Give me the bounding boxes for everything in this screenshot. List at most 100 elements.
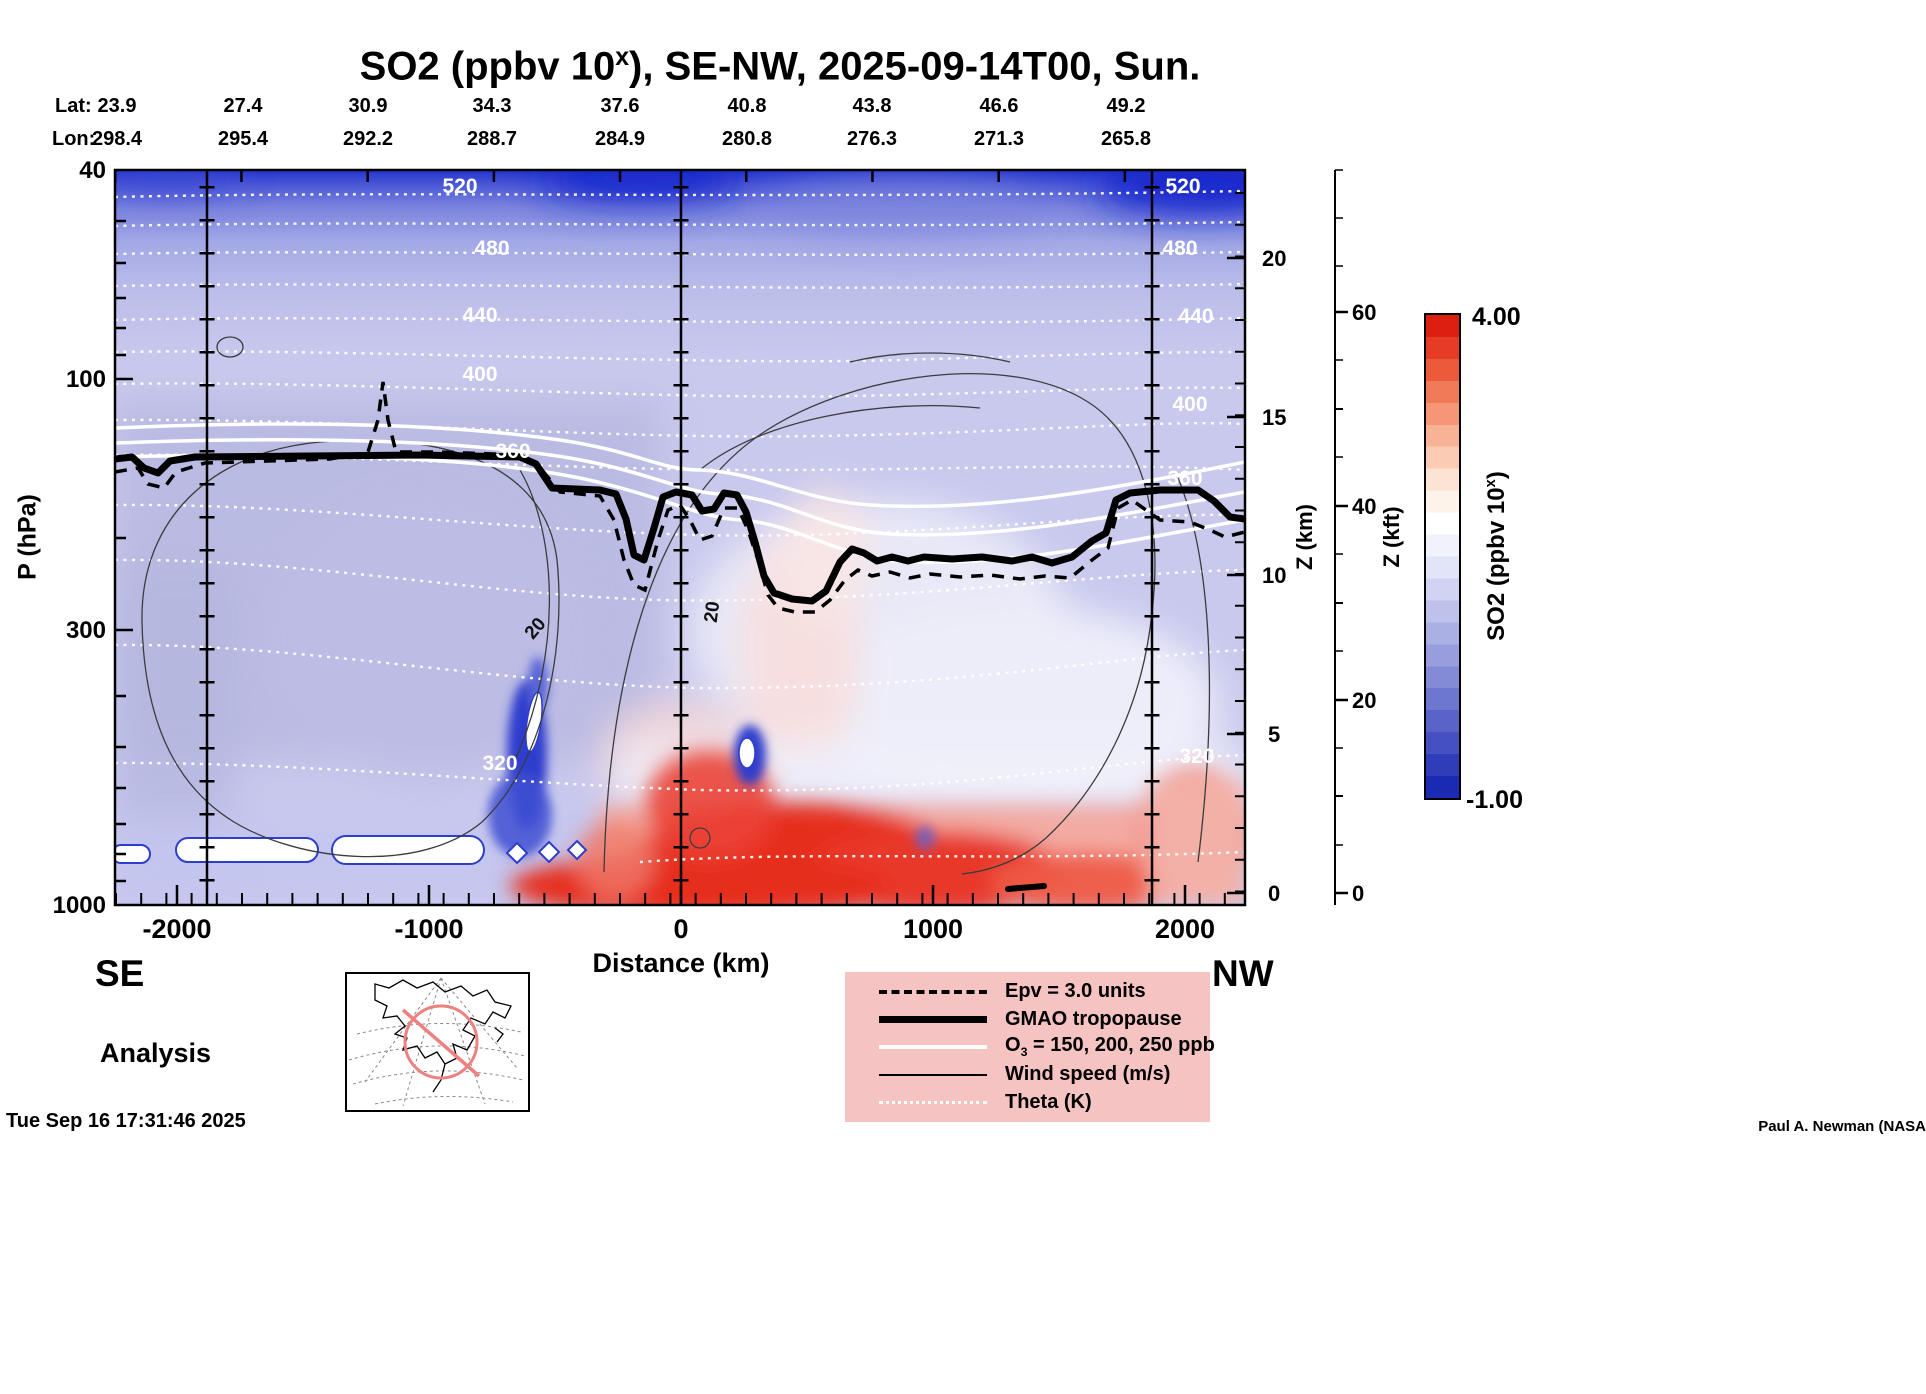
x-tick: 1000 xyxy=(902,914,964,944)
pressure-tick-40: 40 xyxy=(79,157,106,184)
legend-label-epv: Epv = 3.0 units xyxy=(1005,980,1146,1003)
waypoint-lines xyxy=(199,170,1160,905)
map-graticule xyxy=(348,977,526,1107)
map-coastline xyxy=(374,979,512,1093)
lon-value: 280.8 xyxy=(721,128,773,150)
km-axis-label: Z (km) xyxy=(1292,504,1317,570)
km-tick: 0 xyxy=(1268,881,1281,906)
kft-tick: 20 xyxy=(1352,688,1377,713)
colorbar xyxy=(1424,313,1461,800)
corner-label-se: SE xyxy=(95,953,145,994)
lon-value: 276.3 xyxy=(846,128,898,150)
lon-row-label: Lon: xyxy=(52,128,96,150)
lat-value: 34.3 xyxy=(472,95,512,117)
x-tick: -1000 xyxy=(394,914,464,944)
lat-value: 43.8 xyxy=(852,95,892,117)
lat-value: 46.6 xyxy=(979,95,1019,117)
theta-label-480: 480 xyxy=(474,237,510,260)
pressure-axis-label: P (hPa) xyxy=(13,494,42,580)
x-tick: -2000 xyxy=(142,914,212,944)
pressure-tick-300: 300 xyxy=(65,617,106,644)
kft-tick: 60 xyxy=(1352,300,1377,325)
theta-label-520: 520 xyxy=(1165,175,1201,198)
map-inset xyxy=(345,972,530,1112)
page-title: SO2 (ppbv 10x), SE-NW, 2025-09-14T00, Su… xyxy=(360,44,1201,89)
kft-axis xyxy=(1334,169,1348,905)
legend-row-tropopause: GMAO tropopause xyxy=(845,1006,1210,1032)
theta-line-sample xyxy=(879,1100,987,1104)
pressure-tick-1000: 1000 xyxy=(52,892,106,919)
axis-major-ticks xyxy=(115,219,1245,905)
corner-label-nw: NW xyxy=(1212,953,1274,994)
kft-tick: 0 xyxy=(1352,881,1365,906)
lat-value: 30.9 xyxy=(348,95,388,117)
theta-label-360: 360 xyxy=(495,440,531,463)
theta-label-440: 440 xyxy=(1178,305,1214,328)
epv-line xyxy=(115,381,1245,614)
theta-label-320: 320 xyxy=(1179,745,1215,768)
credit: Paul A. Newman (NASA xyxy=(1758,1118,1926,1135)
lon-value: 265.8 xyxy=(1100,128,1152,150)
timestamp: Tue Sep 16 17:31:46 2025 xyxy=(6,1110,246,1132)
wind-speed-contours xyxy=(141,336,1211,875)
legend-row-ozone: O3 = 150, 200, 250 ppb xyxy=(845,1034,1215,1060)
plot-border xyxy=(113,168,1247,907)
legend-label-ozone: O3 = 150, 200, 250 ppb xyxy=(1005,1034,1215,1060)
lat-value: 37.6 xyxy=(600,95,640,117)
tropopause-line-sample xyxy=(879,1015,987,1023)
x-axis-label: Distance (km) xyxy=(592,948,770,978)
theta-label-360: 360 xyxy=(1167,467,1203,490)
lat-value: 23.9 xyxy=(97,95,137,117)
legend-label-tropopause: GMAO tropopause xyxy=(1005,1007,1182,1030)
lon-value: 284.9 xyxy=(594,128,646,150)
colorbar-max: 4.00 xyxy=(1472,303,1521,331)
colorbar-gradient xyxy=(1426,315,1459,798)
x-tick: 0 xyxy=(673,914,689,944)
theta-label-320: 320 xyxy=(482,752,518,775)
legend-row-epv: Epv = 3.0 units xyxy=(845,979,1210,1005)
title-post: ), SE-NW, 2025-09-14T00, Sun. xyxy=(629,44,1201,89)
legend-box: Epv = 3.0 units GMAO tropopause O3 = 150… xyxy=(845,972,1215,1122)
epv-line-sample xyxy=(879,989,987,994)
legend-row-wind: Wind speed (m/s) xyxy=(845,1062,1210,1088)
lat-value: 49.2 xyxy=(1106,95,1146,117)
pressure-tick-100: 100 xyxy=(65,366,106,393)
analysis-label: Analysis xyxy=(100,1038,212,1068)
so2-field xyxy=(115,170,1245,905)
wind-line-sample xyxy=(879,1073,987,1076)
theta-label-400: 400 xyxy=(462,363,498,386)
legend-row-theta: Theta (K) xyxy=(845,1089,1210,1115)
kft-axis-label: Z (kft) xyxy=(1379,506,1404,568)
legend-label-wind: Wind speed (m/s) xyxy=(1005,1063,1171,1086)
colorbar-label: SO2 (ppbv 10x) xyxy=(1483,471,1510,641)
km-tick: 15 xyxy=(1262,405,1287,430)
km-tick: 20 xyxy=(1262,246,1287,271)
lat-value: 40.8 xyxy=(727,95,767,117)
lon-value: 292.2 xyxy=(342,128,394,150)
theta-label-400: 400 xyxy=(1172,393,1208,416)
lon-value: 271.3 xyxy=(973,128,1025,150)
theta-label-520: 520 xyxy=(442,175,478,198)
field-red-boundary-layer xyxy=(510,750,1245,905)
x-tick: 2000 xyxy=(1154,914,1216,944)
km-tick: 10 xyxy=(1262,563,1287,588)
lon-value: 298.4 xyxy=(91,128,143,150)
theta-label-480: 480 xyxy=(1162,237,1198,260)
kft-tick: 40 xyxy=(1352,494,1377,519)
ozone-line-sample xyxy=(879,1044,987,1049)
legend-label-theta: Theta (K) xyxy=(1005,1090,1092,1113)
title-sup: x xyxy=(615,44,630,71)
theta-contours xyxy=(115,189,1245,864)
map-cross-section-marker xyxy=(401,1004,481,1080)
title-pre: SO2 (ppbv 10 xyxy=(359,44,616,89)
map-inset-canvas xyxy=(345,972,530,1112)
lon-value: 295.4 xyxy=(217,128,269,150)
lat-row-label: Lat: xyxy=(55,95,92,117)
lon-value: 288.7 xyxy=(466,128,518,150)
km-tick: 5 xyxy=(1268,722,1281,747)
theta-label-440: 440 xyxy=(462,304,498,327)
wind-label-20: 20 xyxy=(700,600,725,624)
colorbar-min: -1.00 xyxy=(1466,786,1523,814)
